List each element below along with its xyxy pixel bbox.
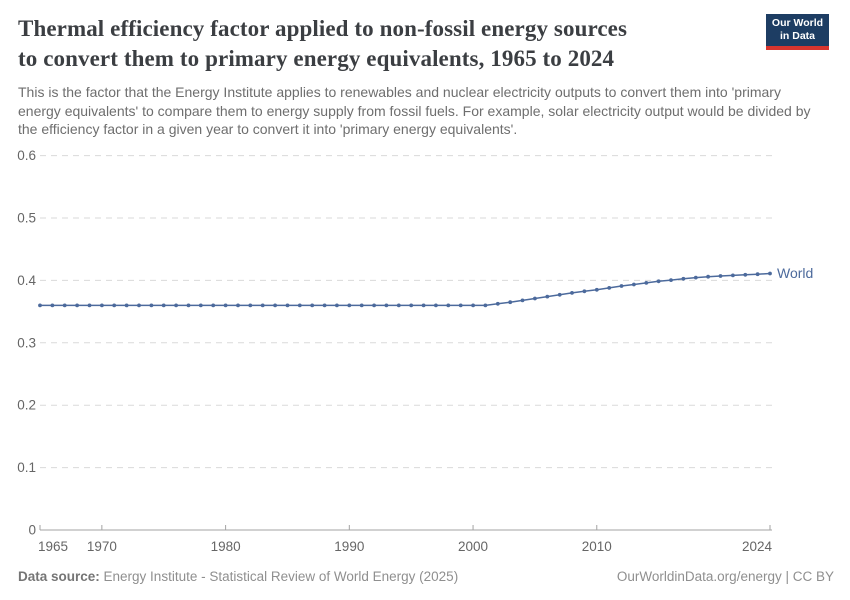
x-tick-label: 1965 <box>38 539 68 554</box>
data-point <box>594 287 599 292</box>
data-point <box>285 303 290 308</box>
data-point <box>483 303 488 308</box>
y-gridlines: 0 0.1 0.2 0.3 0.4 0.5 0.6 <box>17 148 772 538</box>
data-source-text: Energy Institute - Statistical Review of… <box>99 569 459 584</box>
y-tick-label: 0.3 <box>17 335 36 350</box>
series-world: World <box>38 265 813 308</box>
data-point <box>87 303 92 308</box>
data-point <box>347 303 352 308</box>
data-point <box>149 303 154 308</box>
data-point <box>112 303 117 308</box>
x-tick-label: 2010 <box>582 539 612 554</box>
data-point <box>731 273 735 278</box>
data-point <box>236 303 240 308</box>
data-point <box>557 292 562 297</box>
x-tick-label: 1990 <box>334 539 364 554</box>
data-point <box>161 303 166 308</box>
data-point <box>372 303 376 308</box>
data-point <box>335 303 339 308</box>
x-tick-label: 2024 <box>742 539 773 554</box>
y-tick-label: 0.2 <box>17 398 36 413</box>
x-tick-label: 1980 <box>211 539 241 554</box>
owid-logo-line-1: Our World <box>771 17 824 29</box>
data-point <box>681 276 686 281</box>
data-point <box>743 272 748 277</box>
data-point <box>434 303 438 308</box>
x-axis-ticks: 1965 1970 1980 1990 2000 2010 2024 <box>38 525 772 554</box>
owid-logo[interactable]: Our World in Data <box>766 14 829 50</box>
data-point <box>322 303 327 308</box>
title-line-1: Thermal efficiency factor applied to non… <box>18 16 628 41</box>
series-end-label: World <box>777 265 813 281</box>
data-point <box>495 301 500 306</box>
data-point <box>632 282 636 287</box>
data-point <box>100 303 104 308</box>
data-source-label: Data source: <box>18 569 100 584</box>
data-point <box>607 286 612 290</box>
data-point <box>446 303 451 308</box>
title-line-2: to convert them to primary energy equiva… <box>18 46 615 71</box>
chart-subtitle: This is the factor that the Energy Insti… <box>18 84 811 137</box>
data-point <box>582 289 587 294</box>
y-tick-label: 0.5 <box>17 211 36 226</box>
x-tick-label: 2000 <box>458 539 488 554</box>
data-point <box>310 303 315 308</box>
chart-header: Thermal efficiency factor applied to non… <box>18 14 840 139</box>
data-point <box>718 274 723 278</box>
data-point <box>755 272 760 277</box>
data-point <box>174 303 179 308</box>
data-point <box>260 303 265 308</box>
series-line <box>40 272 771 307</box>
y-tick-label: 0.4 <box>17 273 36 288</box>
data-point <box>619 284 624 288</box>
data-point <box>520 298 525 303</box>
data-point <box>50 303 55 308</box>
data-point <box>421 303 426 308</box>
data-point <box>211 303 216 308</box>
data-point <box>693 275 698 280</box>
data-point <box>644 281 649 285</box>
credit-link[interactable]: OurWorldinData.org/energy | CC BY <box>616 569 834 584</box>
chart-footer: Data source: Energy Institute - Statisti… <box>18 569 834 584</box>
data-point <box>656 279 661 284</box>
y-tick-label: 0 <box>28 523 36 538</box>
data-point <box>458 303 463 308</box>
data-source: Data source: Energy Institute - Statisti… <box>18 569 458 584</box>
data-point <box>545 294 550 299</box>
data-point <box>396 303 401 308</box>
data-point <box>137 303 141 308</box>
data-point <box>533 296 537 301</box>
data-point <box>471 303 475 308</box>
data-point <box>38 303 42 308</box>
y-tick-label: 0.6 <box>17 148 36 163</box>
data-point <box>706 274 710 279</box>
data-point <box>768 271 772 276</box>
data-point <box>570 291 574 295</box>
data-point <box>273 303 277 308</box>
data-point <box>186 303 191 308</box>
data-point <box>409 303 414 308</box>
page-title: Thermal efficiency factor applied to non… <box>18 14 840 74</box>
data-point <box>124 303 129 308</box>
owid-logo-line-2: in Data <box>779 30 815 42</box>
data-point <box>384 303 389 308</box>
data-point <box>359 303 364 308</box>
x-tick-label: 1970 <box>87 539 117 554</box>
data-point <box>508 300 513 305</box>
data-point <box>62 303 67 308</box>
data-point <box>75 303 79 308</box>
data-point <box>223 303 228 308</box>
data-point <box>297 303 302 308</box>
data-point <box>198 303 203 308</box>
y-tick-label: 0.1 <box>17 460 36 475</box>
data-point <box>248 303 253 308</box>
data-point <box>669 278 673 282</box>
